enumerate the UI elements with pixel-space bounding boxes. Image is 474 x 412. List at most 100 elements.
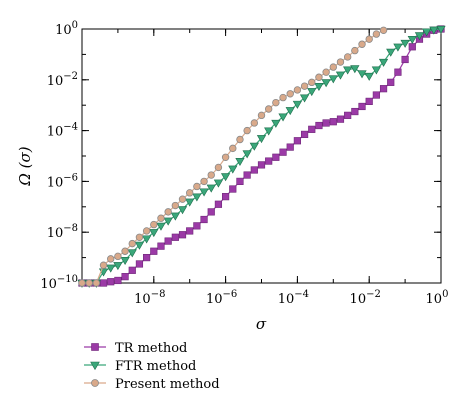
data-point bbox=[408, 43, 416, 51]
data-point bbox=[335, 71, 346, 80]
y-tick-label: 10−10 bbox=[40, 274, 78, 292]
data-point bbox=[249, 142, 259, 151]
data-point bbox=[236, 177, 244, 186]
series-line bbox=[82, 28, 442, 284]
x-axis-label: σ bbox=[256, 315, 267, 333]
data-point bbox=[92, 279, 101, 287]
data-point bbox=[128, 239, 136, 248]
data-point bbox=[250, 166, 258, 174]
data-point bbox=[135, 260, 144, 268]
data-point bbox=[163, 217, 173, 226]
data-point bbox=[358, 40, 366, 48]
data-point bbox=[429, 26, 439, 35]
data-point bbox=[177, 206, 188, 215]
x-tick-label: 10−4 bbox=[278, 289, 309, 307]
data-point bbox=[272, 153, 280, 161]
data-point bbox=[422, 28, 432, 37]
data-point bbox=[99, 261, 108, 269]
data-point bbox=[379, 26, 388, 34]
data-point bbox=[200, 177, 208, 186]
data-point bbox=[371, 66, 381, 75]
data-point bbox=[272, 98, 280, 107]
series-line bbox=[82, 29, 384, 284]
data-point bbox=[121, 273, 129, 281]
data-point bbox=[156, 222, 166, 231]
data-point bbox=[128, 266, 136, 274]
data-point bbox=[264, 105, 273, 113]
data-point bbox=[242, 150, 252, 159]
x-tick-label: 10−6 bbox=[206, 289, 237, 307]
data-point bbox=[286, 143, 294, 151]
data-point bbox=[185, 189, 194, 197]
series-line bbox=[82, 28, 442, 284]
data-point bbox=[279, 93, 287, 102]
data-point bbox=[365, 97, 373, 105]
data-point bbox=[372, 91, 380, 99]
data-point bbox=[207, 208, 215, 216]
data-point bbox=[329, 63, 337, 71]
y-axis-ticks: 10−10 10−8 10−6 10−4 10−2 100 bbox=[40, 20, 441, 292]
data-point bbox=[329, 118, 337, 126]
y-tick-label: 10−8 bbox=[47, 223, 78, 241]
data-point bbox=[265, 157, 273, 165]
data-point bbox=[286, 90, 294, 98]
data-point bbox=[393, 43, 403, 52]
data-point bbox=[400, 39, 410, 48]
data-point bbox=[293, 137, 302, 145]
data-point bbox=[149, 229, 159, 238]
data-point bbox=[300, 82, 309, 90]
data-point bbox=[351, 46, 359, 55]
series-present-method bbox=[78, 26, 388, 287]
data-point bbox=[114, 252, 122, 261]
data-point bbox=[107, 278, 115, 286]
data-point bbox=[120, 257, 130, 266]
plot-border bbox=[81, 28, 442, 284]
data-point bbox=[401, 55, 409, 64]
data-point bbox=[322, 68, 330, 76]
data-point bbox=[213, 179, 224, 188]
data-point bbox=[364, 72, 374, 81]
data-point bbox=[193, 222, 201, 230]
y-tick-label: 10−6 bbox=[47, 172, 78, 190]
data-point bbox=[192, 193, 202, 202]
data-point bbox=[379, 85, 388, 93]
data-point bbox=[143, 254, 151, 262]
legend-item: FTR method bbox=[84, 359, 196, 374]
series-layer bbox=[77, 25, 446, 288]
data-point bbox=[214, 200, 223, 208]
data-point bbox=[228, 165, 238, 174]
legend-label: FTR method bbox=[115, 359, 196, 374]
legend-item: TR method bbox=[84, 341, 187, 356]
data-point bbox=[157, 242, 165, 250]
data-point bbox=[378, 58, 389, 67]
data-point bbox=[314, 83, 324, 92]
data-point bbox=[343, 53, 352, 61]
data-point bbox=[243, 126, 251, 135]
data-point bbox=[206, 184, 216, 193]
legend: TR method FTR method Present method bbox=[84, 341, 220, 392]
data-point bbox=[164, 237, 172, 245]
data-point bbox=[250, 119, 259, 127]
data-point bbox=[271, 119, 281, 128]
data-point bbox=[178, 231, 187, 239]
data-point bbox=[243, 171, 251, 179]
data-point bbox=[221, 153, 230, 161]
data-point bbox=[293, 86, 302, 94]
data-point bbox=[85, 279, 93, 287]
data-point bbox=[300, 130, 309, 139]
data-point bbox=[236, 135, 244, 144]
data-point bbox=[407, 36, 417, 45]
data-point bbox=[134, 241, 145, 250]
data-point bbox=[307, 88, 317, 97]
data-point bbox=[214, 163, 223, 172]
data-point bbox=[142, 235, 152, 244]
data-point bbox=[171, 201, 180, 210]
series-ftr-method bbox=[77, 25, 446, 288]
data-point bbox=[256, 135, 267, 144]
data-point bbox=[299, 94, 310, 103]
data-point bbox=[257, 111, 266, 120]
data-point bbox=[114, 276, 122, 285]
data-point bbox=[278, 113, 288, 122]
data-point bbox=[279, 148, 287, 156]
